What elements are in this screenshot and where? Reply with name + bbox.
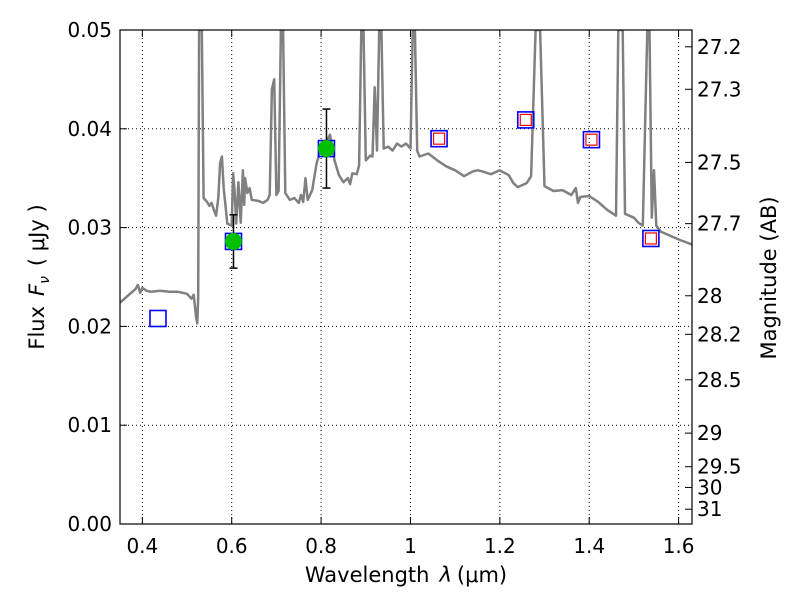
- model-photometry-marker: [642, 229, 660, 248]
- y-axis-label: Flux Fν ( μJy ): [25, 204, 53, 349]
- right-tick-label: 28: [697, 284, 722, 308]
- y-axis-label-symbol: F: [25, 283, 49, 296]
- x-tick-label: 1.2: [484, 534, 516, 558]
- spectrum-layer: [120, 30, 692, 325]
- right-tick-label: 29.5: [697, 455, 742, 479]
- x-tick-label: 1.4: [573, 534, 605, 558]
- right-tick-label: 29: [697, 421, 722, 445]
- upper-limit-marker: [585, 133, 598, 146]
- axis-ticks: 0.4 0.6 0.8 1 1.2 1.4 1.6 0.00 0.01 0.02 0.03 0.04 0…: [67, 18, 741, 558]
- right-tick-label: 27.7: [697, 212, 742, 236]
- x-tick-label: 0.6: [216, 534, 248, 558]
- marker-layer: [149, 108, 660, 328]
- upper-limit-marker: [644, 232, 657, 245]
- right-tick-label: 27.2: [697, 35, 742, 59]
- x-tick-label: 1.6: [663, 534, 695, 558]
- y-tick-label: 0.04: [67, 117, 112, 141]
- model-photometry-marker: [149, 309, 167, 328]
- y-axis-label-subscript: ν: [37, 276, 53, 284]
- y-tick-label: 0.05: [67, 18, 112, 42]
- spectrum-line: [120, 30, 692, 325]
- right-tick-label: 27.5: [697, 150, 742, 174]
- right-tick-label: 28.5: [697, 368, 742, 392]
- observed-point: [225, 232, 243, 250]
- model-photometry-marker: [582, 130, 601, 149]
- x-tick-label: 0.4: [126, 534, 158, 558]
- right-tick-label: 27.3: [697, 77, 742, 101]
- model-photometry-marker: [430, 129, 448, 148]
- x-axis-label-unit: (μm): [457, 563, 507, 587]
- right-tick-label: 30: [697, 475, 722, 499]
- y-axis-label-text: Flux: [25, 306, 49, 350]
- upper-limit-marker: [432, 132, 446, 145]
- y-tick-label: 0.00: [67, 512, 112, 536]
- right-tick-label: 28.2: [697, 322, 742, 346]
- x-axis-label: Wavelength λ (μm): [305, 563, 507, 587]
- y-tick-label: 0.03: [67, 216, 112, 240]
- upper-limit-marker: [519, 113, 532, 127]
- x-axis-label-text: Wavelength: [305, 563, 430, 587]
- x-tick-label: 1: [404, 534, 417, 558]
- right-tick-label: 31: [697, 497, 722, 521]
- plot-frame: [119, 29, 693, 525]
- right-axis-label: Magnitude (AB): [757, 196, 781, 359]
- y-tick-label: 0.01: [67, 413, 112, 437]
- x-tick-label: 0.8: [305, 534, 337, 558]
- x-axis-label-symbol: λ: [438, 563, 451, 587]
- model-photometry-marker: [516, 111, 535, 129]
- observed-point: [317, 140, 335, 158]
- y-tick-label: 0.02: [67, 314, 112, 338]
- y-axis-label-unit: ( μJy ): [25, 204, 49, 266]
